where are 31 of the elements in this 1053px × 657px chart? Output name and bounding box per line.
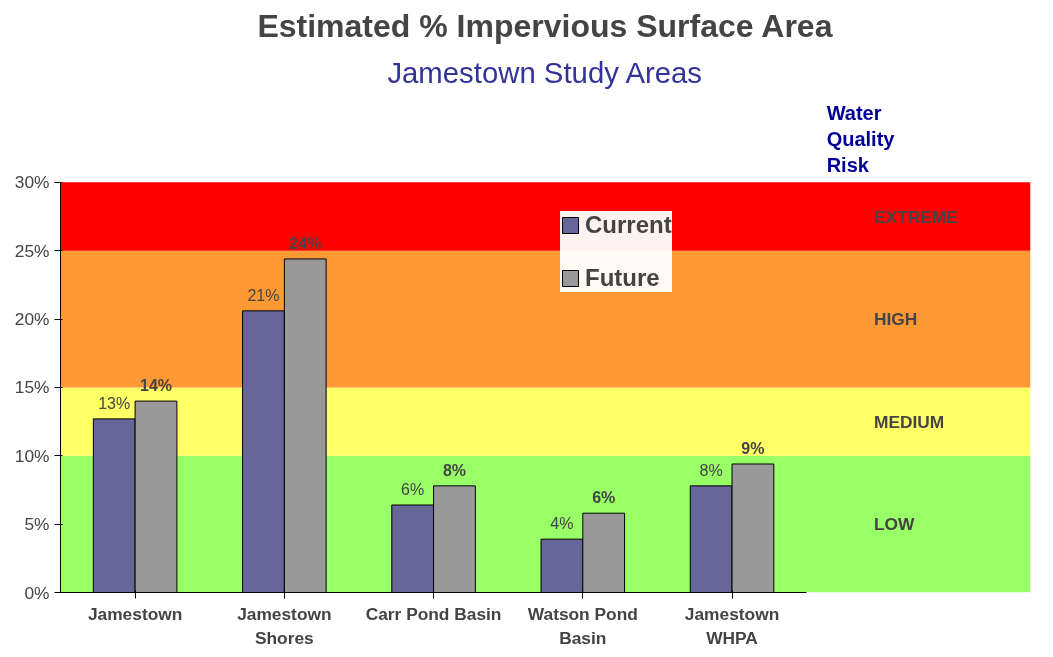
data-label: 21% <box>247 286 280 304</box>
y-tick-label: 20% <box>14 309 50 330</box>
chart-subtitle: Jamestown Study Areas <box>387 55 703 89</box>
band-label: MEDIUM <box>873 411 945 432</box>
legend-label: Current <box>585 211 672 239</box>
legend-label: Future <box>585 264 660 292</box>
data-label: 8% <box>442 461 467 479</box>
y-tick-label: 5% <box>24 514 50 535</box>
data-label: 4% <box>550 515 574 533</box>
y-tick-label: 0% <box>24 582 50 603</box>
x-tick-label: Jamestown <box>87 603 183 624</box>
data-label: 14% <box>140 377 173 395</box>
band-label: LOW <box>873 514 916 535</box>
y-tick-label: 15% <box>14 377 50 398</box>
x-tick-label: Jamestown WHPA <box>684 603 780 648</box>
text: Water Quality Risk <box>826 101 896 177</box>
chart-title: Estimated % Impervious Surface Area <box>257 7 833 44</box>
x-tick-label: Jamestown Shores <box>237 603 332 648</box>
x-tick-label: Watson Pond Basin <box>527 603 638 648</box>
data-label: 13% <box>98 394 131 412</box>
data-label: 24% <box>289 234 322 252</box>
band-label: EXTREME <box>873 206 958 227</box>
band-label: HIGH <box>873 309 918 330</box>
data-label: 6% <box>592 489 616 507</box>
y-tick-label: 30% <box>14 172 50 193</box>
data-label: 9% <box>741 439 765 457</box>
y-tick-label: 10% <box>14 445 50 466</box>
x-tick-label: Carr Pond Basin <box>365 603 502 624</box>
data-label: 6% <box>401 481 425 498</box>
y-tick-label: 25% <box>14 240 50 261</box>
data-label: 8% <box>699 461 723 479</box>
